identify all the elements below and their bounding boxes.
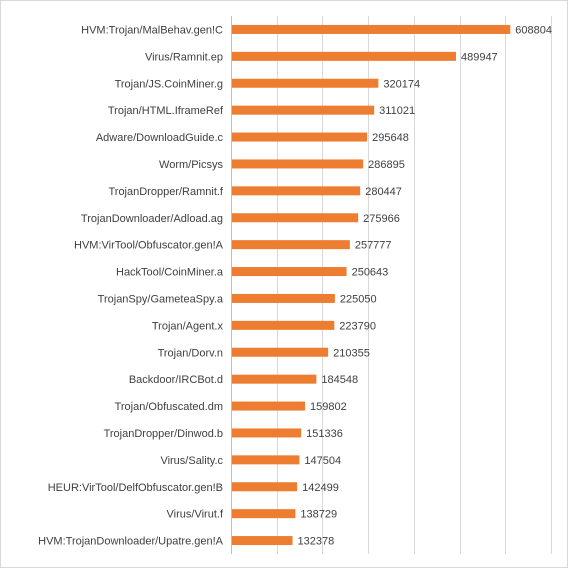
category-label: HVM:Trojan/MalBehav.gen!C bbox=[81, 24, 223, 36]
category-label: Virus/Sality.c bbox=[160, 455, 223, 467]
bar bbox=[232, 347, 329, 357]
data-label: 275966 bbox=[363, 213, 400, 225]
data-label: 147504 bbox=[304, 455, 341, 467]
bar bbox=[232, 401, 306, 411]
bar bbox=[232, 78, 379, 88]
bar bbox=[232, 374, 317, 384]
data-label: 257777 bbox=[355, 240, 392, 252]
data-label: 286895 bbox=[368, 159, 405, 171]
data-label: 210355 bbox=[333, 347, 370, 359]
category-label: Adware/DownloadGuide.c bbox=[96, 132, 224, 144]
bar bbox=[232, 159, 364, 169]
data-label: 132378 bbox=[298, 536, 335, 548]
category-label: Worm/Picsys bbox=[159, 159, 223, 171]
category-label: Trojan/HTML.IframeRef bbox=[108, 105, 224, 117]
data-label: 138729 bbox=[300, 509, 337, 521]
category-label: HVM:TrojanDownloader/Upatre.gen!A bbox=[38, 536, 224, 548]
gridlines bbox=[277, 16, 552, 554]
category-label: TrojanDropper/Dinwod.b bbox=[104, 428, 223, 440]
category-label: TrojanSpy/GameteaSpy.a bbox=[98, 293, 224, 305]
data-label: 159802 bbox=[310, 401, 347, 413]
bar bbox=[232, 455, 300, 465]
bar bbox=[232, 482, 298, 492]
bar bbox=[232, 132, 368, 142]
data-label: 184548 bbox=[321, 374, 358, 386]
bar bbox=[232, 320, 335, 330]
category-label: Trojan/Obfuscated.dm bbox=[115, 401, 223, 413]
category-label: Trojan/Dorv.n bbox=[158, 347, 223, 359]
category-label: HEUR:VirTool/DelfObfuscator.gen!B bbox=[48, 482, 223, 494]
data-label: 489947 bbox=[461, 51, 498, 63]
data-label: 142499 bbox=[302, 482, 339, 494]
bars bbox=[232, 24, 511, 546]
data-label: 311021 bbox=[379, 105, 415, 117]
bar bbox=[232, 213, 359, 223]
category-label: TrojanDropper/Ramnit.f bbox=[108, 186, 223, 198]
category-label: Virus/Virut.f bbox=[167, 509, 224, 521]
data-label: 250643 bbox=[352, 267, 389, 279]
data-label: 608804 bbox=[515, 24, 552, 36]
data-labels: 608804 489947 320174 311021 295648 286895 2804… bbox=[298, 24, 553, 547]
category-label: HVM:VirTool/Obfuscator.gen!A bbox=[74, 240, 224, 252]
data-label: 295648 bbox=[372, 132, 409, 144]
bar bbox=[232, 267, 347, 277]
category-label: HackTool/CoinMiner.a bbox=[116, 267, 224, 279]
bar bbox=[232, 24, 511, 34]
bar bbox=[232, 105, 375, 115]
bar bbox=[232, 509, 296, 519]
data-label: 151336 bbox=[306, 428, 343, 440]
data-label: 320174 bbox=[383, 78, 420, 90]
bar bbox=[232, 186, 361, 196]
bar bbox=[232, 240, 350, 250]
bar bbox=[232, 293, 335, 303]
category-labels: HVM:Trojan/MalBehav.gen!C Virus/Ramnit.ep… bbox=[38, 24, 224, 547]
category-label: Trojan/JS.CoinMiner.g bbox=[115, 78, 223, 90]
bar bbox=[232, 536, 293, 546]
category-label: TrojanDownloader/Adload.ag bbox=[81, 213, 223, 225]
bar bbox=[232, 51, 456, 61]
category-label: Virus/Ramnit.ep bbox=[145, 51, 223, 63]
data-label: 280447 bbox=[365, 186, 402, 198]
bar bbox=[232, 428, 302, 438]
category-label: Trojan/Agent.x bbox=[152, 320, 224, 332]
category-label: Backdoor/IRCBot.d bbox=[129, 374, 223, 386]
data-label: 223790 bbox=[339, 320, 376, 332]
data-label: 225050 bbox=[340, 293, 377, 305]
